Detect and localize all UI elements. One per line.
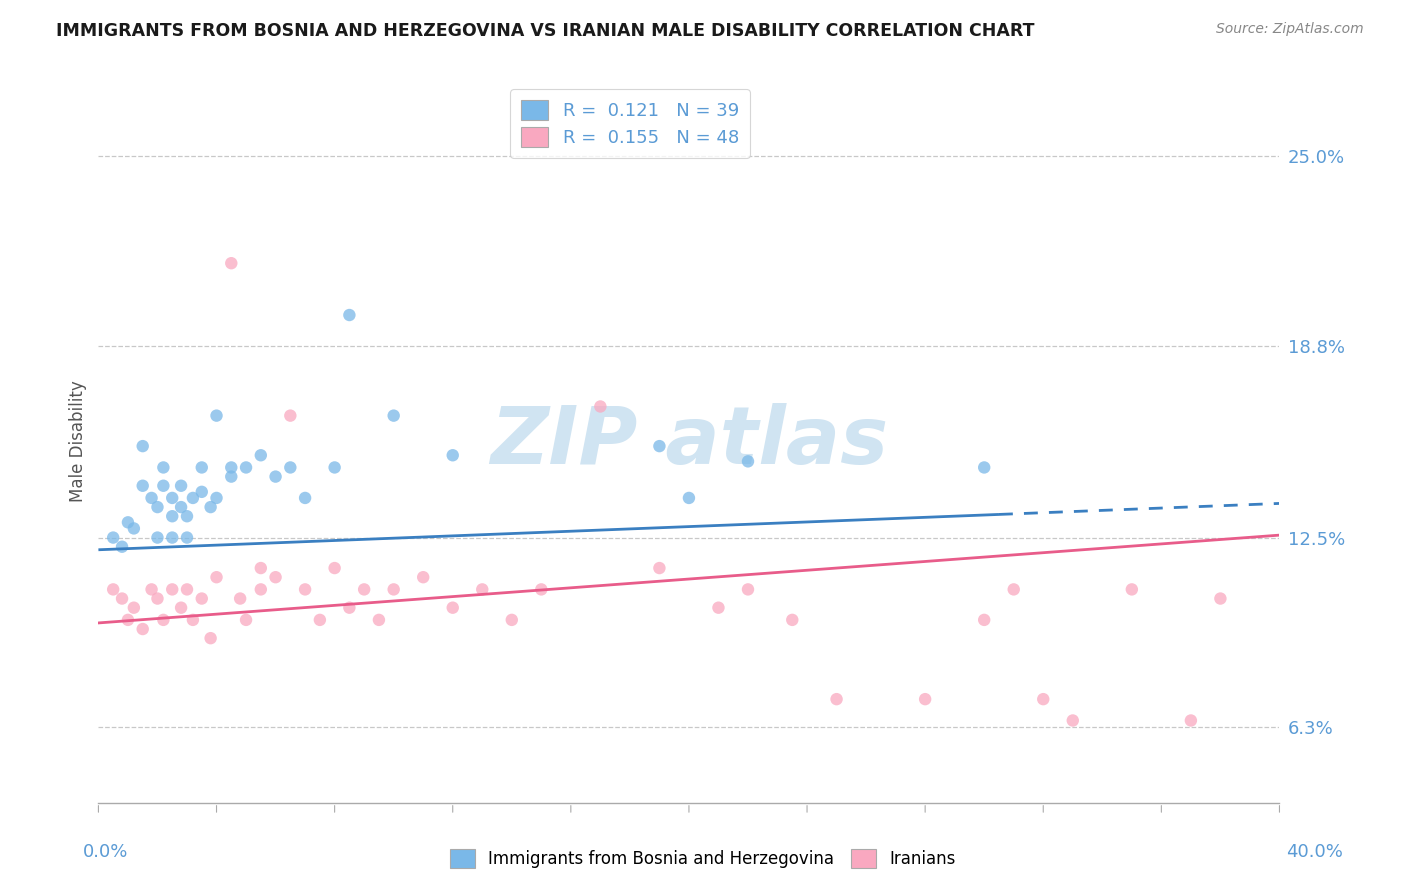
Point: [132, 622, 155, 636]
Point: [221, 460, 243, 475]
Point: [122, 521, 145, 535]
Point: [191, 484, 214, 499]
Point: [412, 570, 434, 584]
Text: 0.0%: 0.0%: [83, 843, 128, 861]
Text: ZIP atlas: ZIP atlas: [489, 402, 889, 481]
Text: Source: ZipAtlas.com: Source: ZipAtlas.com: [1216, 22, 1364, 37]
Point: [181, 613, 204, 627]
Point: [146, 591, 169, 606]
Legend: R =  0.121   N = 39, R =  0.155   N = 48: R = 0.121 N = 39, R = 0.155 N = 48: [510, 89, 749, 158]
Point: [162, 582, 183, 597]
Point: [152, 460, 174, 475]
Point: [309, 613, 332, 627]
Point: [368, 613, 391, 627]
Point: [132, 439, 155, 453]
Point: [250, 448, 273, 462]
Point: [200, 631, 222, 645]
Point: [914, 692, 936, 706]
Point: [825, 692, 848, 706]
Point: [146, 500, 169, 514]
Point: [1002, 582, 1025, 597]
Point: [162, 509, 183, 524]
Point: [737, 582, 759, 597]
Point: [111, 540, 134, 554]
Point: [441, 448, 464, 462]
Point: [339, 600, 361, 615]
Point: [200, 500, 222, 514]
Point: [973, 460, 995, 475]
Point: [1180, 714, 1202, 728]
Point: [1121, 582, 1143, 597]
Point: [191, 591, 214, 606]
Point: [122, 600, 145, 615]
Point: [191, 460, 214, 475]
Point: [103, 531, 125, 545]
Point: [170, 600, 193, 615]
Point: [176, 582, 198, 597]
Point: [382, 582, 405, 597]
Text: 40.0%: 40.0%: [1286, 843, 1343, 861]
Point: [530, 582, 553, 597]
Point: [280, 409, 302, 423]
Point: [441, 600, 464, 615]
Point: [221, 256, 243, 270]
Point: [117, 516, 139, 530]
Point: [103, 582, 125, 597]
Point: [162, 491, 183, 505]
Point: [707, 600, 730, 615]
Point: [162, 531, 183, 545]
Point: [141, 491, 163, 505]
Point: [152, 613, 174, 627]
Point: [280, 460, 302, 475]
Point: [294, 582, 316, 597]
Point: [170, 479, 193, 493]
Point: [1209, 591, 1232, 606]
Point: [264, 570, 287, 584]
Point: [229, 591, 252, 606]
Point: [152, 479, 174, 493]
Legend: Immigrants from Bosnia and Herzegovina, Iranians: Immigrants from Bosnia and Herzegovina, …: [443, 843, 963, 875]
Point: [176, 509, 198, 524]
Point: [678, 491, 700, 505]
Point: [323, 561, 346, 575]
Point: [205, 491, 228, 505]
Point: [294, 491, 316, 505]
Point: [737, 454, 759, 468]
Point: [221, 469, 243, 483]
Point: [170, 500, 193, 514]
Point: [205, 570, 228, 584]
Point: [176, 531, 198, 545]
Point: [782, 613, 804, 627]
Point: [264, 469, 287, 483]
Point: [323, 460, 346, 475]
Y-axis label: Male Disability: Male Disability: [69, 381, 87, 502]
Point: [589, 400, 612, 414]
Point: [501, 613, 523, 627]
Point: [1032, 692, 1054, 706]
Point: [146, 531, 169, 545]
Point: [250, 561, 273, 575]
Point: [382, 409, 405, 423]
Point: [235, 613, 257, 627]
Point: [117, 613, 139, 627]
Point: [141, 582, 163, 597]
Point: [648, 439, 671, 453]
Point: [132, 479, 155, 493]
Point: [353, 582, 375, 597]
Text: IMMIGRANTS FROM BOSNIA AND HERZEGOVINA VS IRANIAN MALE DISABILITY CORRELATION CH: IMMIGRANTS FROM BOSNIA AND HERZEGOVINA V…: [56, 22, 1035, 40]
Point: [339, 308, 361, 322]
Point: [235, 460, 257, 475]
Point: [181, 491, 204, 505]
Point: [250, 582, 273, 597]
Point: [973, 613, 995, 627]
Point: [205, 409, 228, 423]
Point: [1062, 714, 1084, 728]
Point: [648, 561, 671, 575]
Point: [471, 582, 494, 597]
Point: [111, 591, 134, 606]
